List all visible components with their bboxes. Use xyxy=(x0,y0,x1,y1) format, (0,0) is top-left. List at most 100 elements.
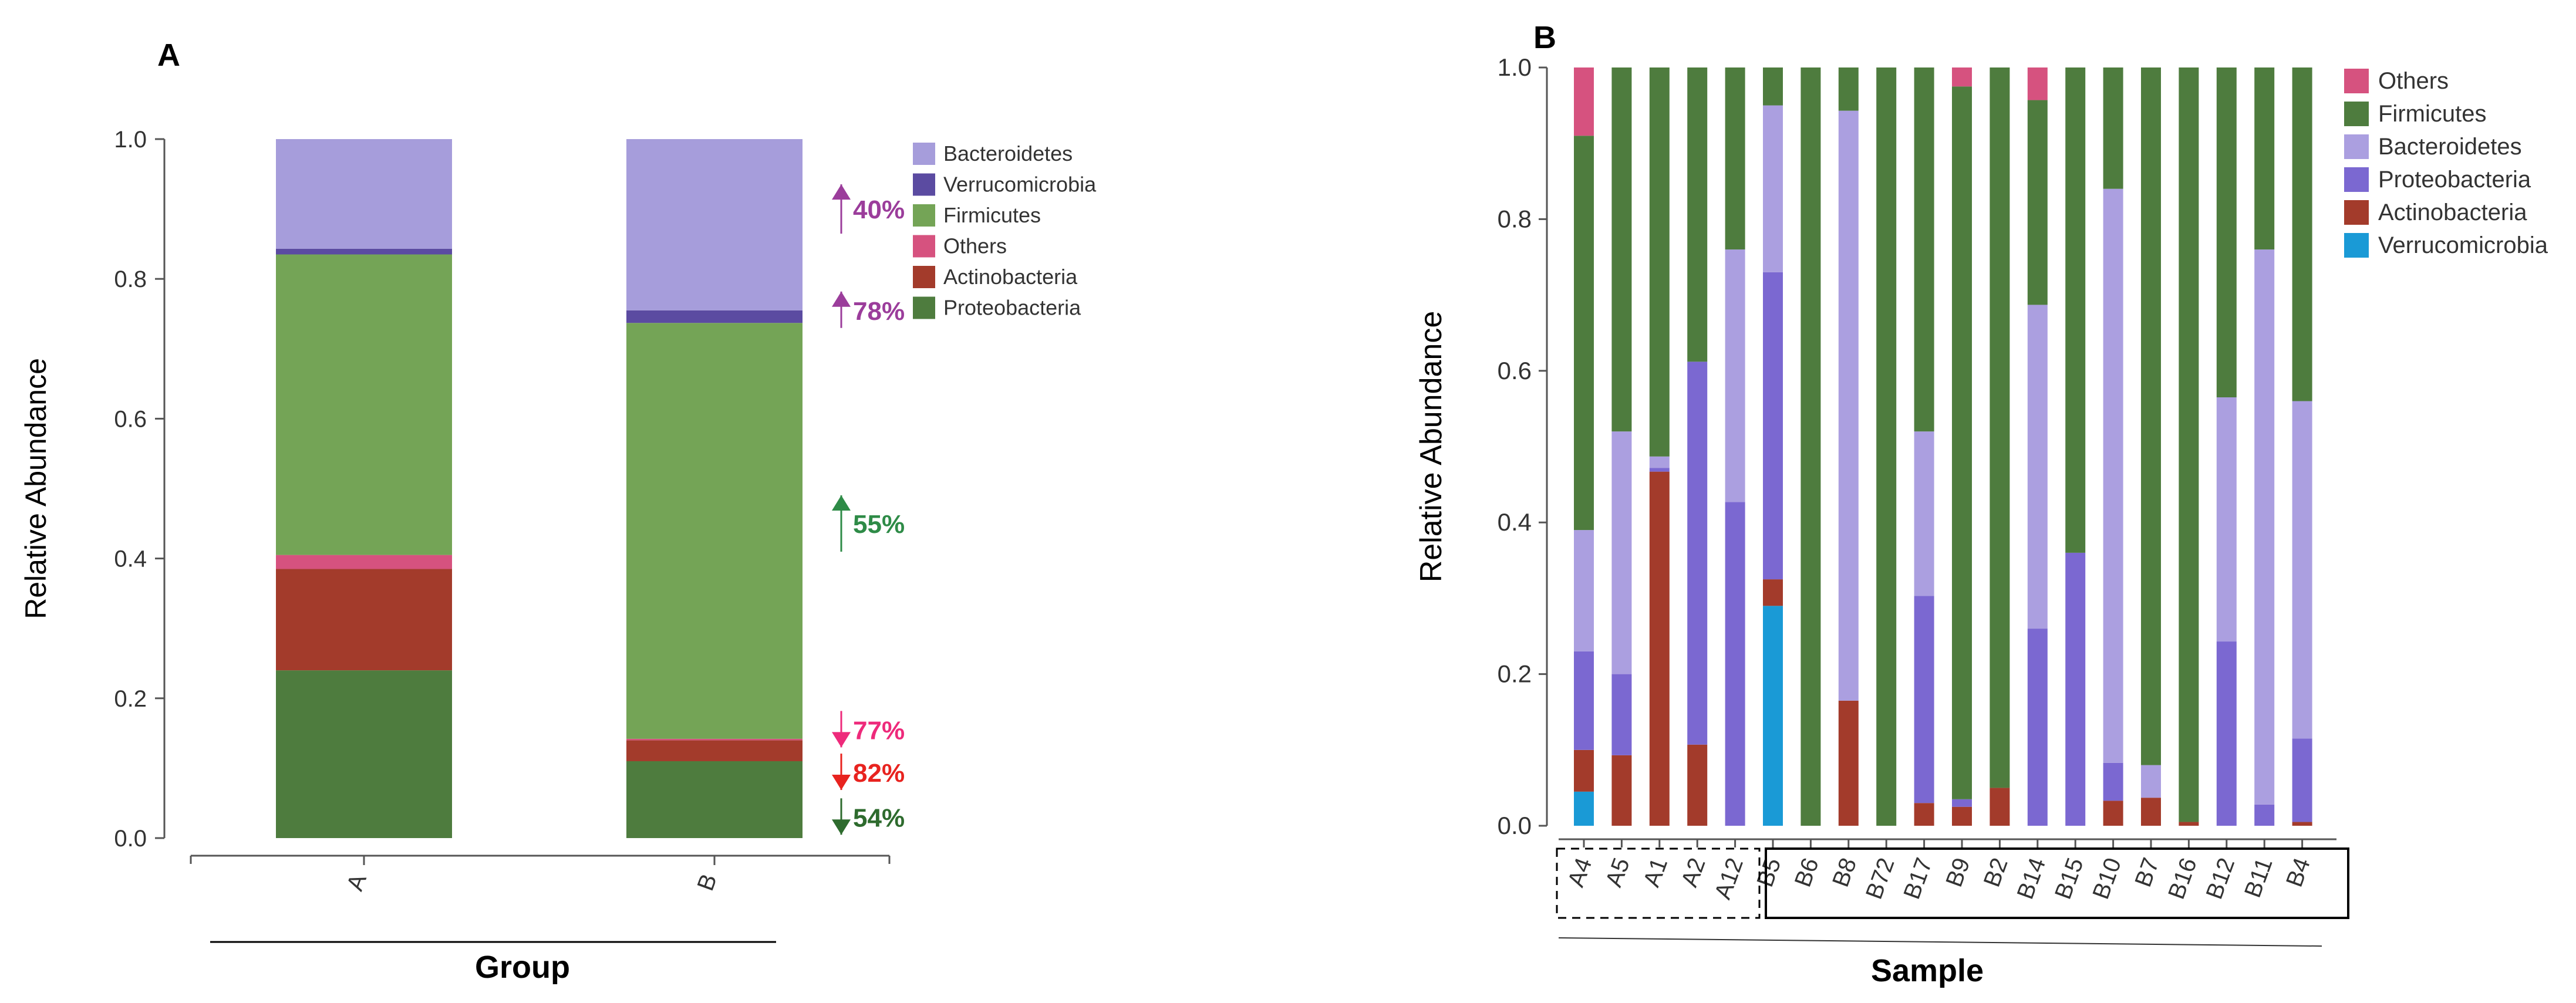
legend-label-verrucomicrobia: Verrucomicrobia xyxy=(943,173,1097,197)
x-tick-label-a1: A1 xyxy=(1638,855,1673,890)
bar-segment-b4-bacteroidetes xyxy=(2292,401,2312,739)
legend-swatch-proteobacteria xyxy=(913,296,935,319)
group-a-dashed-box xyxy=(1556,847,1761,919)
x-axis-label: Group xyxy=(475,950,570,985)
x-tick-label-a4: A4 xyxy=(1563,855,1597,890)
bar-segment-b9-others xyxy=(1952,67,1972,87)
legend-swatch-others xyxy=(913,235,935,258)
bar-segment-b-proteobacteria xyxy=(626,761,803,838)
bar-segment-b17-proteobacteria xyxy=(1914,596,1934,803)
x-tick-label-a12: A12 xyxy=(1710,855,1748,903)
annotation-arrow-78- xyxy=(832,291,851,328)
annotation-label-55-: 55% xyxy=(853,510,905,539)
bar-segment-a2-actinobacteria xyxy=(1687,744,1708,826)
y-tick-label: 0.8 xyxy=(114,266,147,292)
bar-segment-b8-bacteroidetes xyxy=(1838,110,1859,701)
bar-segment-a4-verrucomicrobia xyxy=(1574,791,1594,826)
bar-segment-b14-others xyxy=(2027,67,2048,100)
x-tick-label-b11: B11 xyxy=(2240,855,2278,901)
bar-segment-a1-proteobacteria xyxy=(1649,468,1670,472)
y-tick-label: 1.0 xyxy=(1498,53,1532,81)
legend-label-verrucomicrobia: Verrucomicrobia xyxy=(2378,232,2548,258)
bar-segment-b14-bacteroidetes xyxy=(2027,305,2048,629)
bar-segment-a4-others xyxy=(1574,67,1594,136)
bar-segment-a2-proteobacteria xyxy=(1687,362,1708,745)
x-tick-label-b: B xyxy=(693,870,722,894)
x-tick-label-b17: B17 xyxy=(1899,855,1937,903)
x-tick-label-b9: B9 xyxy=(1941,855,1975,890)
legend-label-firmicutes: Firmicutes xyxy=(943,203,1041,227)
legend-swatch-verrucomicrobia xyxy=(913,173,935,196)
bar-segment-b9-firmicutes xyxy=(1952,86,1972,799)
arrow-head xyxy=(832,819,851,835)
annotation-arrow-82- xyxy=(832,754,851,791)
bar-segment-a5-actinobacteria xyxy=(1611,755,1632,826)
bar-segment-b10-proteobacteria xyxy=(2103,762,2123,801)
legend-swatch-actinobacteria xyxy=(2344,200,2369,225)
y-tick-label: 0.6 xyxy=(1498,357,1532,384)
legend-label-actinobacteria: Actinobacteria xyxy=(943,265,1078,289)
bar-segment-b4-proteobacteria xyxy=(2292,738,2312,822)
bar-segment-a4-bacteroidetes xyxy=(1574,530,1594,651)
x-tick-label-b14: B14 xyxy=(2012,855,2051,903)
bar-segment-b12-proteobacteria xyxy=(2216,641,2237,826)
bar-segment-a4-actinobacteria xyxy=(1574,749,1594,792)
arrow-head xyxy=(832,495,851,511)
legend-label-bacteroidetes: Bacteroidetes xyxy=(943,141,1073,166)
bar-segment-a12-firmicutes xyxy=(1725,67,1745,250)
x-tick-label-b10: B10 xyxy=(2088,855,2126,903)
annotation-label-82-: 82% xyxy=(853,759,905,788)
panel-a-label: A xyxy=(157,38,180,73)
bar-segment-a1-actinobacteria xyxy=(1649,471,1670,826)
legend-swatch-actinobacteria xyxy=(913,266,935,288)
arrow-head xyxy=(832,775,851,791)
y-tick-label: 0.4 xyxy=(114,546,147,572)
bar-segment-b17-actinobacteria xyxy=(1914,803,1934,826)
x-tick-label-b4: B4 xyxy=(2281,855,2315,890)
y-tick-label: 0.6 xyxy=(114,406,147,432)
bar-segment-b5-firmicutes xyxy=(1763,67,1783,106)
x-tick-label-b2: B2 xyxy=(1979,855,2013,890)
legend-swatch-firmicutes xyxy=(2344,102,2369,126)
x-tick-label-b7: B7 xyxy=(2130,855,2164,890)
y-tick-label: 1.0 xyxy=(114,127,147,153)
bar-segment-a-firmicutes xyxy=(276,254,452,555)
annotation-label-54-: 54% xyxy=(853,803,905,832)
arrow-head xyxy=(832,184,851,200)
annotation-arrow-54- xyxy=(832,798,851,835)
bar-segment-b6-firmicutes xyxy=(1800,67,1821,826)
legend-swatch-verrucomicrobia xyxy=(2344,233,2369,258)
x-axis-label: Sample xyxy=(1871,953,1984,988)
bar-segment-b-firmicutes xyxy=(626,323,803,739)
bar-segment-a-bacteroidetes xyxy=(276,139,452,249)
bar-segment-b8-firmicutes xyxy=(1838,67,1859,111)
bar-segment-a4-proteobacteria xyxy=(1574,651,1594,750)
bar-segment-a-proteobacteria xyxy=(276,670,452,838)
sample-underline xyxy=(1558,937,2322,947)
legend-label-others: Others xyxy=(943,234,1007,258)
x-tick-label-a: A xyxy=(342,870,372,894)
legend-swatch-firmicutes xyxy=(913,204,935,227)
bar-segment-b2-actinobacteria xyxy=(1990,788,2010,826)
legend-label-proteobacteria: Proteobacteria xyxy=(943,296,1081,320)
legend-swatch-others xyxy=(2344,69,2369,93)
legend-swatch-bacteroidetes xyxy=(2344,134,2369,159)
group-b-solid-box xyxy=(1765,847,2349,919)
bar-segment-a5-firmicutes xyxy=(1611,67,1632,432)
annotation-arrow-40- xyxy=(832,184,851,234)
bar-segment-a1-bacteroidetes xyxy=(1649,456,1670,468)
bar-segment-b14-proteobacteria xyxy=(2027,629,2048,826)
y-tick-label: 0.2 xyxy=(114,686,147,712)
bar-segment-b12-firmicutes xyxy=(2216,67,2237,398)
legend-label-firmicutes: Firmicutes xyxy=(2378,101,2486,127)
annotation-label-78-: 78% xyxy=(853,297,905,326)
legend-label-proteobacteria: Proteobacteria xyxy=(2378,167,2531,193)
legend-label-actinobacteria: Actinobacteria xyxy=(2378,200,2527,225)
x-tick-label-b6: B6 xyxy=(1790,855,1824,890)
x-tick-label-b12: B12 xyxy=(2201,855,2240,903)
bar-segment-b4-actinobacteria xyxy=(2292,822,2312,826)
arrow-head xyxy=(832,732,851,748)
bar-segment-b10-bacteroidetes xyxy=(2103,188,2123,763)
bar-segment-a5-bacteroidetes xyxy=(1611,431,1632,674)
